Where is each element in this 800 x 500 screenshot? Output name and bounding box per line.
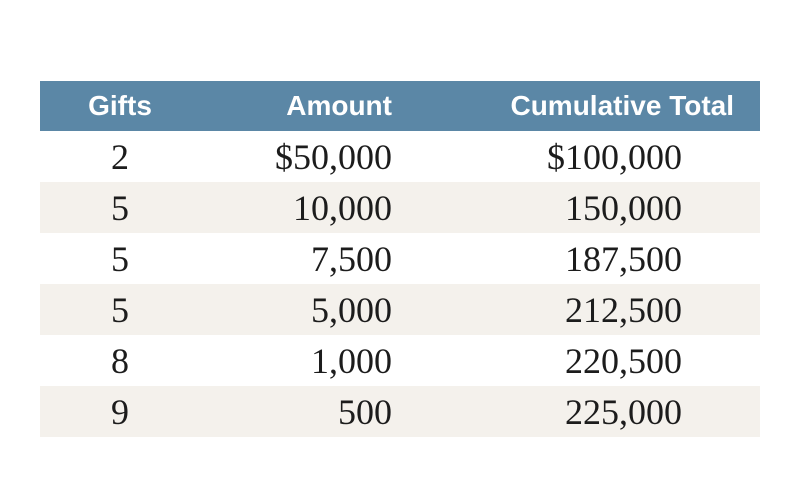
cell-cumulative-total: 220,500 — [565, 340, 682, 381]
table-row: 8 1,000 220,500 — [40, 335, 760, 386]
cell-gifts: 2 — [111, 136, 129, 177]
cell-cumulative-total: 187,500 — [565, 238, 682, 279]
cell-amount: 10,000 — [293, 187, 392, 228]
table-row: 5 10,000 150,000 — [40, 182, 760, 233]
header-row: Gifts Amount Cumulative Total — [40, 81, 760, 131]
cell-cumulative-total: $100,000 — [547, 136, 682, 177]
cell-cumulative-total: 150,000 — [565, 187, 682, 228]
cell-gifts: 5 — [111, 187, 129, 228]
header-cell-cumulative-total: Cumulative Total — [420, 81, 760, 131]
gift-range-table: Gifts Amount Cumulative Total 2 $50,000 … — [40, 81, 760, 437]
cell-gifts: 8 — [111, 340, 129, 381]
header-cell-gifts: Gifts — [40, 81, 200, 131]
cell-amount: 500 — [338, 391, 392, 432]
cell-amount: $50,000 — [275, 136, 392, 177]
header-cell-amount: Amount — [200, 81, 420, 131]
cell-gifts: 5 — [111, 289, 129, 330]
table-row: 9 500 225,000 — [40, 386, 760, 437]
table-row: 5 7,500 187,500 — [40, 233, 760, 284]
table-row: 2 $50,000 $100,000 — [40, 131, 760, 182]
cell-cumulative-total: 225,000 — [565, 391, 682, 432]
cell-amount: 1,000 — [311, 340, 392, 381]
cell-gifts: 5 — [111, 238, 129, 279]
cell-gifts: 9 — [111, 391, 129, 432]
cell-cumulative-total: 212,500 — [565, 289, 682, 330]
table-row: 5 5,000 212,500 — [40, 284, 760, 335]
cell-amount: 5,000 — [311, 289, 392, 330]
cell-amount: 7,500 — [311, 238, 392, 279]
